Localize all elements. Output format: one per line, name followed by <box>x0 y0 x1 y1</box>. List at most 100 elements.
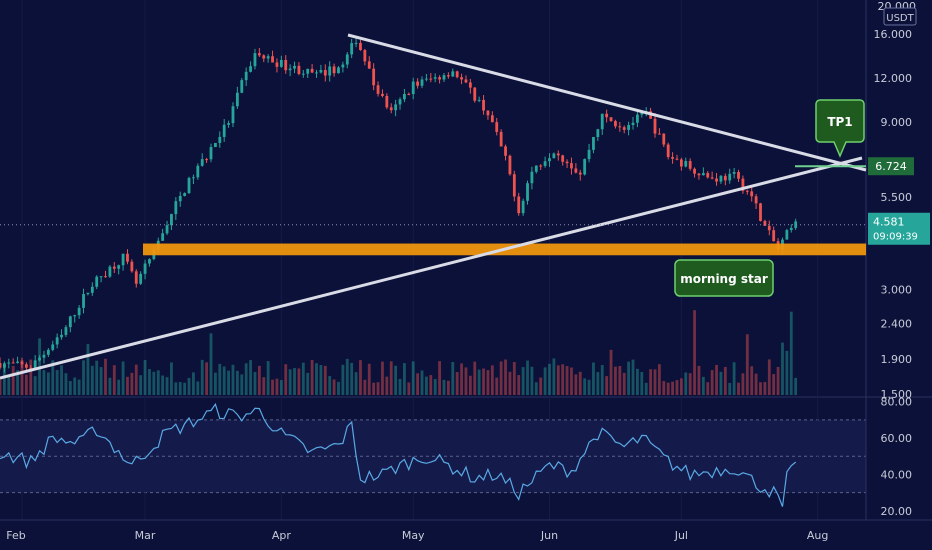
volume-bar <box>451 361 455 395</box>
countdown-label: 09:09:39 <box>873 232 918 243</box>
volume-bar <box>293 368 296 395</box>
volume-bar <box>284 364 288 395</box>
time-tick-label: Feb <box>6 529 25 542</box>
candle-body <box>530 171 534 184</box>
volume-bar <box>495 377 499 395</box>
volume-bar <box>561 364 565 395</box>
candle-body <box>319 70 323 73</box>
volume-bar <box>213 372 217 395</box>
candle-body <box>684 161 688 167</box>
time-tick-label: Aug <box>807 529 828 542</box>
candle-body <box>618 126 622 128</box>
volume-bar <box>732 362 736 395</box>
volume-bar <box>205 362 209 395</box>
candle-body <box>20 361 24 365</box>
candle-body <box>95 276 99 287</box>
currency-box <box>883 7 917 26</box>
volume-bar <box>719 371 723 395</box>
candle-body <box>556 153 560 156</box>
volume-bar <box>781 342 784 395</box>
volume-bar <box>776 366 780 395</box>
volume-bar <box>767 359 771 395</box>
volume-bar <box>640 371 644 395</box>
candle-body <box>666 144 670 157</box>
volume-bar <box>117 379 121 395</box>
volume-bar <box>543 367 547 395</box>
volume-bar <box>367 363 371 395</box>
volume-bar <box>235 370 239 395</box>
volume-bar <box>16 370 19 395</box>
volume-bar <box>504 359 507 395</box>
volume-bar <box>750 366 754 395</box>
volume-bar <box>0 377 2 395</box>
volume-bar <box>86 344 90 395</box>
candle-body <box>723 175 727 181</box>
candle-body <box>763 220 767 226</box>
volume-bar <box>666 382 670 395</box>
volume-bar <box>306 372 310 395</box>
volume-bar <box>772 374 776 395</box>
drawings[interactable]: TP1 morning star <box>0 33 867 380</box>
volume-bar <box>60 365 63 395</box>
volume-bar <box>11 365 15 395</box>
price-tick-label: 2.400 <box>881 317 913 330</box>
volume-bar <box>521 367 525 395</box>
candle-body <box>732 172 736 174</box>
candle-body <box>772 230 776 242</box>
candle-body <box>332 66 336 74</box>
candle-body <box>381 93 384 96</box>
volume-bar <box>319 365 323 395</box>
candle-body <box>605 113 609 118</box>
volume-bar <box>473 361 477 395</box>
candle-body <box>438 77 442 80</box>
volume-bar <box>565 366 569 395</box>
volume-bar <box>389 361 393 395</box>
candle-body <box>55 337 59 345</box>
volume-bar <box>170 362 173 395</box>
candle-body <box>548 158 551 162</box>
candle-body <box>767 225 771 231</box>
volume-bar <box>161 375 165 395</box>
price-candles <box>0 38 798 373</box>
volume-bar <box>618 365 622 395</box>
volume-bar <box>257 365 261 395</box>
volume-bar <box>33 376 37 395</box>
volume-bar <box>218 363 222 395</box>
candle-body <box>42 354 46 358</box>
volume-bar <box>55 370 59 395</box>
volume-bar <box>222 366 226 395</box>
candle-body <box>534 165 538 172</box>
volume-bar <box>455 372 459 395</box>
volume-bar <box>662 381 666 395</box>
candle-body <box>24 364 28 368</box>
volume-bar <box>288 369 292 395</box>
candle-body <box>11 362 15 364</box>
candle-body <box>38 357 41 361</box>
candle-body <box>7 362 11 364</box>
volume-bar <box>2 364 6 395</box>
candle-body <box>490 115 494 123</box>
candle-body <box>455 71 459 78</box>
volume-bar <box>332 379 336 395</box>
volume-bar <box>424 376 428 395</box>
volume-bar <box>165 377 169 395</box>
candle-body <box>249 66 252 72</box>
volume-bar <box>178 382 182 395</box>
volume-bar <box>794 377 798 395</box>
price-axis[interactable]: 20.00016.00012.0009.0005.5003.0002.4001.… <box>868 0 930 518</box>
volume-bar <box>548 363 551 395</box>
time-axis[interactable]: Feb Mar Apr May Jun Jul Aug <box>0 519 932 542</box>
candle-body <box>60 334 63 338</box>
candle-body <box>218 136 222 143</box>
rsi-tick-label: 40.00 <box>881 468 913 481</box>
candle-body <box>745 190 749 192</box>
tp1-callout <box>815 99 865 158</box>
volume-bar <box>328 376 332 395</box>
volume-bar <box>701 376 705 395</box>
candle-body <box>130 261 134 272</box>
candle-body <box>394 104 398 111</box>
volume-bar <box>359 360 362 395</box>
candle-body <box>706 173 710 178</box>
